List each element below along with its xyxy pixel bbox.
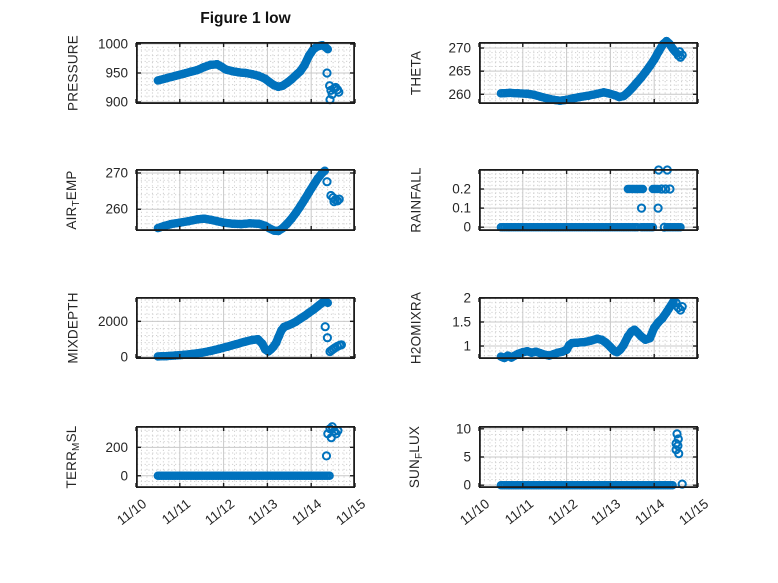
ylabel-theta: THETA xyxy=(408,50,424,96)
x-tick-label: 11/14 xyxy=(289,496,325,529)
subplot-terr-msl: 0 200 xyxy=(105,422,356,489)
y-tick-label: 0.2 xyxy=(452,182,471,197)
x-tick-label: 11/11 xyxy=(158,496,194,528)
series-terr-msl xyxy=(153,422,343,481)
y-tick-label: 260 xyxy=(448,87,471,102)
y-tick-label: 950 xyxy=(105,66,128,81)
x-tick-label: 11/13 xyxy=(588,496,624,529)
y-tick-label: 270 xyxy=(448,41,471,56)
x-tick-label: 11/10 xyxy=(457,496,493,529)
y-tick-label: 200 xyxy=(105,440,128,455)
x-tick-label: 11/12 xyxy=(201,496,237,529)
y-tick-label: 5 xyxy=(463,450,471,465)
x-tick-label: 11/11 xyxy=(501,496,537,528)
y-tick-label: 2 xyxy=(463,290,471,305)
ylabel-rainfall: RAINFALL xyxy=(408,167,424,233)
ylabel-pressure: PRESSURE xyxy=(65,35,81,111)
x-tick-label: 11/15 xyxy=(676,496,712,529)
figure-title: Figure 1 low xyxy=(200,10,291,27)
ylabel-terr-msl: TERRMSL xyxy=(64,425,82,489)
y-tick-label: 2000 xyxy=(98,314,128,329)
y-tick-label: 0 xyxy=(463,478,471,493)
subplot-mixdepth: 0 2000 xyxy=(98,296,356,364)
y-tick-label: 265 xyxy=(448,64,471,79)
y-tick-label: 1000 xyxy=(98,37,128,52)
x-tick-label: 11/14 xyxy=(632,496,668,529)
y-tick-label: 900 xyxy=(105,94,128,109)
y-tick-label: 0.1 xyxy=(452,201,471,216)
y-tick-label: 0 xyxy=(463,220,471,235)
x-tick-label: 11/15 xyxy=(333,496,369,529)
y-tick-label: 10 xyxy=(456,421,471,436)
ylabel-h2omixra: H2OMIXRA xyxy=(408,291,424,365)
ylabel-mixdepth: MIXDEPTH xyxy=(65,292,81,364)
y-tick-label: 260 xyxy=(105,202,128,217)
series-pressure xyxy=(153,40,344,105)
series-sun-flux xyxy=(496,429,687,490)
x-tick-label: 11/13 xyxy=(245,496,281,529)
y-tick-label: 1 xyxy=(463,339,471,354)
y-tick-label: 0 xyxy=(120,349,128,364)
ylabel-air-temp: AIRTEMP xyxy=(64,170,82,230)
x-tick-label: 11/12 xyxy=(544,496,580,529)
subplot-sun-flux: 0 5 10 xyxy=(456,421,699,493)
subplot-h2omixra: 11.52 xyxy=(452,290,699,363)
series-h2omixra xyxy=(496,297,687,363)
ylabel-sun-flux: SUNFLUX xyxy=(407,425,425,489)
series-theta xyxy=(496,36,687,106)
subplot-rainfall: 0 0.1 0.2 xyxy=(452,165,699,235)
subplot-theta: 260 265 270 xyxy=(448,36,699,106)
y-tick-label: 0 xyxy=(120,468,128,483)
y-tick-label: 1.5 xyxy=(452,314,471,329)
y-tick-label: 270 xyxy=(105,165,128,180)
subplot-pressure: 900 950 1000 xyxy=(98,37,356,109)
x-tick-label: 11/10 xyxy=(114,496,150,529)
subplot-air-temp: 260 270 xyxy=(105,165,356,236)
